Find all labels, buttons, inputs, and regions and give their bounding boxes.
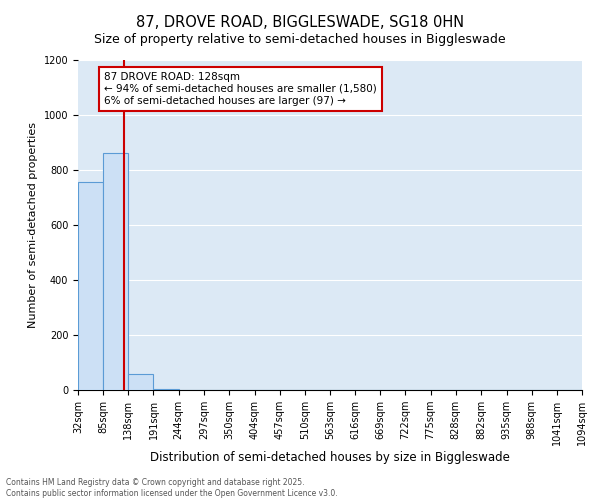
Text: Contains HM Land Registry data © Crown copyright and database right 2025.
Contai: Contains HM Land Registry data © Crown c… — [6, 478, 338, 498]
Bar — [103, 154, 128, 390]
Text: Size of property relative to semi-detached houses in Biggleswade: Size of property relative to semi-detach… — [94, 32, 506, 46]
Bar — [154, 388, 179, 390]
Bar — [78, 182, 103, 390]
Text: 87 DROVE ROAD: 128sqm
← 94% of semi-detached houses are smaller (1,580)
6% of se: 87 DROVE ROAD: 128sqm ← 94% of semi-deta… — [104, 72, 377, 106]
Y-axis label: Number of semi-detached properties: Number of semi-detached properties — [28, 122, 38, 328]
Bar — [128, 374, 154, 390]
X-axis label: Distribution of semi-detached houses by size in Biggleswade: Distribution of semi-detached houses by … — [150, 450, 510, 464]
Text: 87, DROVE ROAD, BIGGLESWADE, SG18 0HN: 87, DROVE ROAD, BIGGLESWADE, SG18 0HN — [136, 15, 464, 30]
